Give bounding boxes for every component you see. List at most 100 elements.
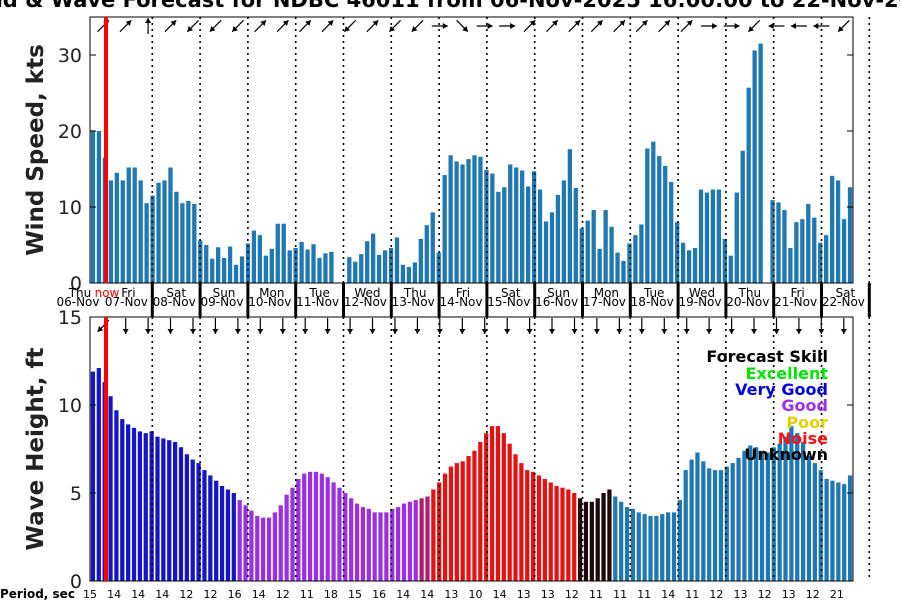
wave-height-bar <box>96 368 101 581</box>
wind-speed-bar <box>227 246 233 283</box>
wind-speed-bar <box>740 150 745 283</box>
wind-speed-bar <box>734 192 739 283</box>
wind-speed-bar <box>835 180 841 283</box>
wind-speed-bar <box>585 220 590 283</box>
wave-height-bar <box>272 512 277 581</box>
date-label: 19-Nov <box>678 295 721 309</box>
wave-height-bar <box>184 454 189 581</box>
period-value: 13 <box>444 588 458 600</box>
wave-height-bar <box>759 450 765 581</box>
wind-speed-bar <box>96 131 102 283</box>
wave-height-bar <box>296 478 301 581</box>
wind-speed-bar <box>478 156 483 283</box>
wind-direction-arrow <box>343 19 357 33</box>
wave-y-tick-label: 0 <box>70 571 82 593</box>
wind-speed-bar <box>180 203 185 283</box>
wind-direction-arrows <box>97 18 850 34</box>
period-value: 14 <box>155 588 169 600</box>
wave-height-bar <box>343 493 348 581</box>
wind-speed-bar <box>388 248 394 283</box>
wind-speed-bar <box>221 257 227 283</box>
period-value: 14 <box>396 588 410 600</box>
period-value: 12 <box>276 588 290 600</box>
wind-direction-arrow <box>680 19 693 33</box>
wind-direction-arrow <box>568 19 581 33</box>
wave-direction-arrow <box>145 318 152 334</box>
date-label: 15-Nov <box>487 295 530 309</box>
legend-unknown: Unknown <box>744 445 828 464</box>
wave-height-bar <box>701 461 706 581</box>
wave-direction-arrow <box>728 318 735 334</box>
wind-speed-bar <box>120 180 125 283</box>
wave-height-bar <box>824 478 829 581</box>
wave-direction-arrow <box>392 318 398 334</box>
wave-height-bar <box>378 512 383 581</box>
wind-y-tick-label: 10 <box>58 197 82 219</box>
wind-speed-bar <box>162 180 167 283</box>
date-label: 07-Nov <box>105 295 148 309</box>
wind-bar-series <box>90 43 853 284</box>
wind-speed-bar <box>376 254 382 283</box>
period-value: 10 <box>469 588 483 600</box>
period-value: 12 <box>758 588 772 600</box>
wave-height-bar <box>712 470 718 581</box>
wave-height-bar <box>266 517 272 581</box>
wind-direction-arrow <box>837 19 850 33</box>
wave-height-bar <box>842 484 847 581</box>
wave-height-bar <box>384 512 389 581</box>
wind-y-tick-label: 30 <box>58 45 82 67</box>
wave-bar-series <box>90 368 853 581</box>
period-row-label: Period, sec <box>0 587 75 600</box>
wave-height-bar <box>736 457 741 581</box>
wave-height-bar <box>219 485 225 581</box>
period-value: 13 <box>734 588 748 600</box>
wave-height-bar <box>231 493 236 581</box>
wave-height-bar <box>718 470 724 581</box>
day-of-week-label: Fri <box>121 286 135 300</box>
wave-height-bar <box>114 410 119 581</box>
wave-height-bar <box>630 508 636 581</box>
wind-speed-bar <box>627 243 632 283</box>
wind-direction-arrow <box>411 19 424 33</box>
wind-speed-bar <box>663 165 668 283</box>
wave-height-bar <box>683 470 688 581</box>
day-of-week-label: Wed <box>354 286 380 300</box>
period-value: 13 <box>541 588 555 600</box>
wind-speed-bar <box>633 235 638 283</box>
wave-height-bar <box>724 466 729 581</box>
wave-height-bar <box>783 436 788 581</box>
day-of-week-label: Mon <box>594 286 619 300</box>
wave-y-tick-label: 5 <box>70 483 82 505</box>
wave-height-bar <box>765 452 771 581</box>
wind-direction-arrow <box>476 23 493 29</box>
wave-direction-arrow <box>234 318 241 334</box>
wind-speed-bar <box>692 248 698 283</box>
wave-direction-arrow <box>773 318 780 334</box>
wind-speed-bar <box>126 167 131 283</box>
wind-speed-bar <box>776 202 781 283</box>
period-value: 11 <box>589 588 603 600</box>
wind-speed-bar <box>210 258 215 283</box>
wave-height-panel: 0 5 10 15 Wave Height, ft <box>23 307 854 593</box>
wind-speed-bar <box>198 240 203 283</box>
wind-speed-bar <box>752 50 757 283</box>
wave-height-bar <box>595 498 600 581</box>
wave-height-bar <box>636 512 641 581</box>
date-label: 20-Nov <box>726 295 769 309</box>
wind-speed-bar <box>263 255 268 283</box>
wave-height-bar <box>548 482 553 581</box>
wave-direction-arrow <box>347 318 354 334</box>
period-value: 12 <box>565 588 579 600</box>
wave-height-bar <box>413 500 418 581</box>
wave-direction-arrow <box>593 318 600 334</box>
wind-speed-bar <box>311 244 316 283</box>
date-label: 18-Nov <box>631 295 674 309</box>
wave-height-bar <box>225 489 231 581</box>
wave-height-bar <box>325 477 330 581</box>
wave-height-bar <box>249 510 254 581</box>
wind-speed-bar <box>675 222 680 283</box>
date-label: 13-Nov <box>392 295 435 309</box>
date-label: 21-Nov <box>774 295 817 309</box>
wave-height-bar <box>812 463 817 581</box>
wave-height-bar <box>407 501 412 581</box>
